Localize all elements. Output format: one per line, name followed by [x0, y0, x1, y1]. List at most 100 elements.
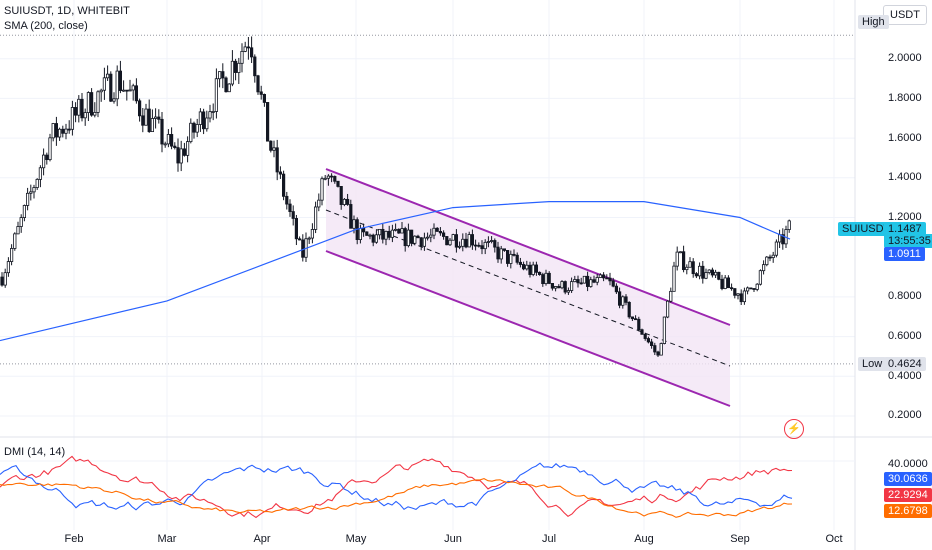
- candle-body: [144, 108, 148, 126]
- candle-body: [694, 273, 699, 277]
- candle-body: [291, 211, 295, 219]
- candle-body: [749, 287, 753, 290]
- candle-body: [259, 91, 263, 95]
- candle-body: [778, 234, 782, 243]
- candle-body: [118, 70, 122, 91]
- candle-body: [614, 285, 619, 293]
- candle-body: [112, 98, 116, 102]
- candle-body: [441, 232, 446, 237]
- candle-body: [451, 234, 455, 241]
- price-tick: 0.4000: [888, 370, 922, 382]
- candle-body: [249, 47, 254, 58]
- candle-body: [160, 118, 164, 145]
- candle-body: [742, 290, 747, 303]
- candle-body: [435, 227, 439, 232]
- time-axis-label: Oct: [825, 533, 843, 545]
- candle-body: [102, 77, 106, 91]
- dmi-indicator-label[interactable]: DMI (14, 14): [4, 446, 66, 458]
- time-axis-label: Jun: [444, 533, 462, 545]
- candle-body: [115, 70, 119, 100]
- candle-body: [736, 293, 740, 296]
- candle-body: [310, 229, 315, 239]
- candle-body: [349, 204, 353, 229]
- sma-value-badge: 1.0911: [884, 247, 925, 261]
- candle-body: [345, 198, 350, 205]
- candle-body: [771, 254, 775, 259]
- candle-body: [77, 98, 81, 116]
- candle-body: [598, 274, 603, 278]
- candle-body: [448, 239, 452, 246]
- symbol-tag: SUIUSDT: [838, 222, 895, 236]
- candle-body: [390, 229, 395, 238]
- candle-body: [643, 333, 647, 339]
- candle-body: [125, 89, 129, 92]
- time-axis-label: Sep: [730, 533, 750, 545]
- candle-body: [592, 279, 596, 283]
- candle-body: [685, 266, 689, 271]
- candle-body: [371, 234, 375, 243]
- currency-button[interactable]: USDT: [883, 5, 927, 25]
- candle-body: [368, 234, 372, 237]
- candle-body: [550, 283, 555, 289]
- candle-body: [762, 264, 766, 272]
- candle-body: [227, 83, 231, 93]
- candle-body: [422, 237, 427, 247]
- minus-di-badge: 22.9294: [884, 488, 932, 502]
- candle-body: [109, 73, 113, 102]
- candle-body: [339, 186, 343, 205]
- price-tick: 1.4000: [888, 171, 922, 183]
- candle-body: [688, 261, 692, 268]
- candle-body: [262, 94, 267, 103]
- candle-body: [320, 178, 324, 201]
- descending-channel[interactable]: [325, 168, 731, 407]
- candle-body: [195, 124, 199, 133]
- candle-body: [678, 251, 683, 254]
- candle-body: [224, 77, 228, 93]
- candle-body: [416, 235, 420, 239]
- candle-body: [326, 175, 331, 179]
- candle-body: [557, 286, 561, 289]
- candle-body: [374, 234, 379, 243]
- time-axis-label: Aug: [634, 533, 654, 545]
- candle-body: [608, 277, 612, 282]
- candle-body: [90, 92, 94, 116]
- candle-body: [6, 261, 10, 274]
- candle-body: [64, 128, 68, 134]
- candle-body: [528, 264, 532, 275]
- lightning-icon[interactable]: ⚡: [784, 419, 804, 439]
- candle-body: [173, 145, 177, 148]
- candle-body: [189, 122, 193, 143]
- candle-body: [153, 116, 158, 119]
- candle-body: [275, 147, 279, 173]
- candle-body: [765, 256, 769, 266]
- candle-body: [403, 228, 407, 247]
- candle-body: [147, 108, 151, 133]
- candle-body: [377, 228, 382, 236]
- candle-body: [454, 234, 459, 248]
- candle-body: [704, 272, 708, 279]
- candle-body: [579, 282, 583, 285]
- plus-di-badge: 30.0636: [884, 472, 932, 486]
- candle-body: [730, 287, 734, 290]
- time-axis-label: Feb: [64, 533, 84, 545]
- candle-body: [726, 277, 731, 289]
- candle-body: [3, 272, 7, 286]
- candle-body: [518, 261, 523, 265]
- candle-body: [301, 239, 305, 258]
- candle-body: [662, 316, 667, 344]
- candle-body: [192, 122, 196, 133]
- candle-body: [650, 341, 654, 346]
- candle-body: [243, 46, 247, 52]
- candle-body: [166, 134, 170, 145]
- sma-indicator-label[interactable]: SMA (200, close): [4, 20, 88, 32]
- candle-body: [19, 217, 23, 227]
- candle-body: [525, 264, 529, 270]
- candle-body: [707, 269, 711, 273]
- candle-body: [634, 318, 638, 321]
- candle-body: [205, 117, 209, 130]
- candle-body: [566, 290, 571, 293]
- candle-body: [669, 290, 673, 302]
- dmi-pane: [0, 455, 855, 519]
- adx-badge: 12.6798: [884, 504, 932, 518]
